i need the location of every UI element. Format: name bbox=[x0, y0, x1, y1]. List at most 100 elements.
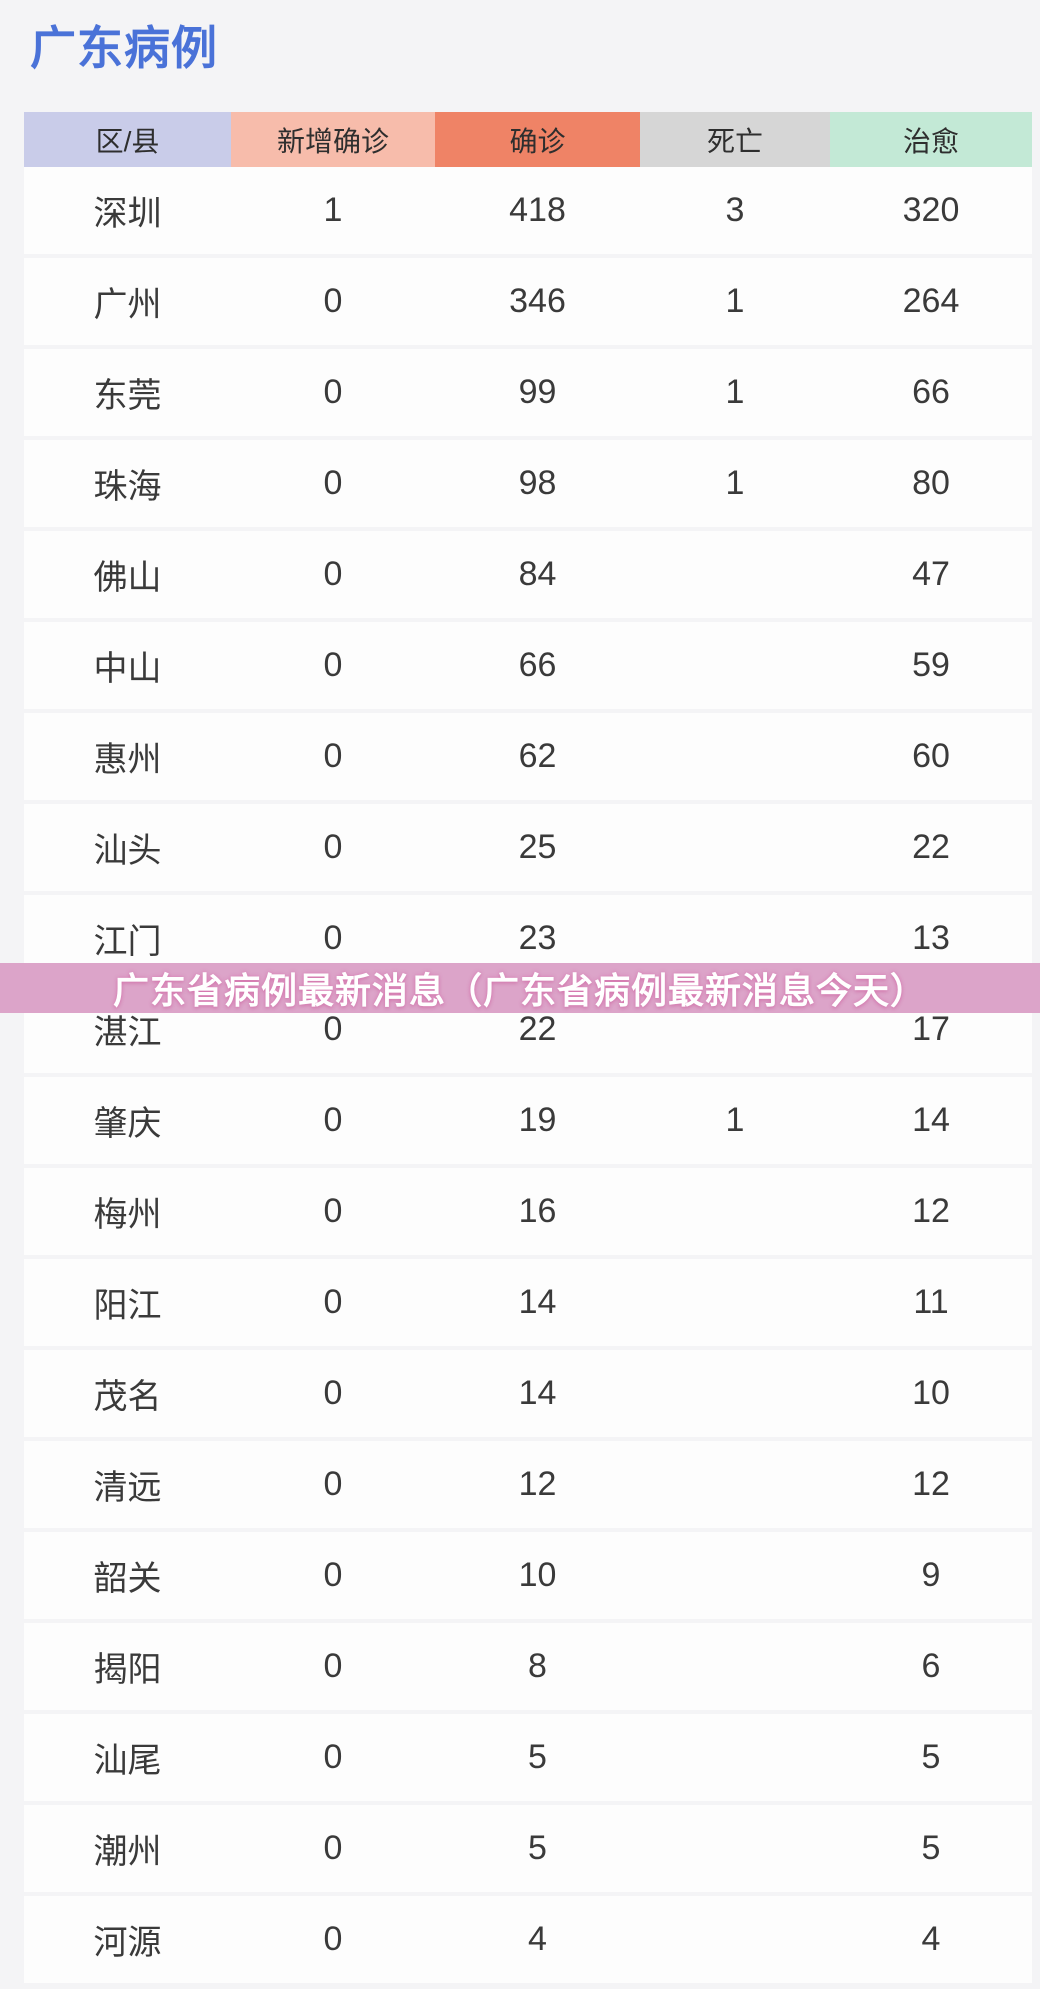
cell-cured: 60 bbox=[912, 737, 950, 775]
overlay-banner-text: 广东省病例最新消息（广东省病例最新消息今天） bbox=[112, 970, 927, 1011]
table-row: 揭阳 0 8 6 bbox=[24, 1623, 1032, 1710]
table-row: 阳江 0 14 11 bbox=[24, 1259, 1032, 1346]
cell-confirmed: 22 bbox=[518, 1010, 557, 1048]
cell-region: 东莞 bbox=[93, 377, 162, 415]
cell-new-confirmed: 0 bbox=[323, 919, 343, 957]
cell-confirmed: 418 bbox=[509, 191, 566, 229]
cell-cured: 320 bbox=[902, 191, 960, 229]
cell-cured: 5 bbox=[921, 1738, 941, 1776]
cell-cured: 14 bbox=[912, 1101, 950, 1139]
table-row: 梅州 0 16 12 bbox=[24, 1168, 1032, 1255]
cell-region: 揭阳 bbox=[93, 1651, 162, 1689]
table-row: 潮州 0 5 5 bbox=[24, 1805, 1032, 1892]
table-row: 茂名 0 14 10 bbox=[24, 1350, 1032, 1437]
cell-confirmed: 19 bbox=[518, 1101, 557, 1139]
cell-confirmed: 4 bbox=[528, 1920, 547, 1958]
cell-confirmed: 346 bbox=[509, 282, 566, 320]
cell-cured: 80 bbox=[912, 464, 950, 502]
cell-confirmed: 14 bbox=[518, 1283, 557, 1321]
cell-new-confirmed: 0 bbox=[323, 1738, 343, 1776]
cell-cured: 59 bbox=[912, 646, 950, 684]
cell-confirmed: 16 bbox=[518, 1192, 557, 1230]
cell-confirmed: 5 bbox=[528, 1829, 547, 1867]
cell-confirmed: 25 bbox=[518, 828, 557, 866]
cell-cured: 6 bbox=[921, 1647, 941, 1685]
table-row: 河源 0 4 4 bbox=[24, 1896, 1032, 1983]
cell-cured: 22 bbox=[912, 828, 950, 866]
cell-deaths bbox=[640, 1532, 830, 1619]
cell-region: 佛山 bbox=[93, 559, 162, 597]
cell-cured: 13 bbox=[912, 919, 950, 957]
cell-deaths bbox=[640, 1714, 830, 1801]
column-header-confirmed: 确诊 bbox=[435, 112, 640, 167]
cell-new-confirmed: 1 bbox=[323, 191, 343, 229]
cell-deaths bbox=[640, 804, 830, 891]
column-header-region: 区/县 bbox=[24, 112, 231, 167]
cell-new-confirmed: 0 bbox=[323, 1465, 343, 1503]
table-row: 汕头 0 25 22 bbox=[24, 804, 1032, 891]
cases-table: 区/县 新增确诊 确诊 死亡 治愈 深圳 1 418 3 320 广州 0 34… bbox=[24, 112, 1032, 1987]
cell-cured: 47 bbox=[912, 555, 950, 593]
cell-region: 珠海 bbox=[93, 468, 162, 506]
cell-region: 肇庆 bbox=[93, 1105, 162, 1143]
cell-confirmed: 84 bbox=[518, 555, 557, 593]
cell-deaths bbox=[640, 1350, 830, 1437]
cell-deaths bbox=[640, 1896, 830, 1983]
cell-confirmed: 66 bbox=[518, 646, 557, 684]
cell-region: 韶关 bbox=[93, 1560, 162, 1598]
cell-cured: 4 bbox=[921, 1920, 941, 1958]
table-row: 肇庆 0 19 1 14 bbox=[24, 1077, 1032, 1164]
cell-deaths bbox=[640, 1441, 830, 1528]
cell-cured: 11 bbox=[913, 1283, 949, 1321]
cell-new-confirmed: 0 bbox=[323, 828, 343, 866]
cell-region: 汕头 bbox=[93, 832, 162, 870]
cell-new-confirmed: 0 bbox=[323, 282, 343, 320]
cell-deaths bbox=[640, 622, 830, 709]
cell-region: 清远 bbox=[93, 1469, 162, 1507]
cell-new-confirmed: 0 bbox=[323, 1283, 343, 1321]
cell-region: 深圳 bbox=[93, 195, 162, 233]
cell-deaths: 3 bbox=[725, 191, 745, 229]
cell-confirmed: 8 bbox=[528, 1647, 547, 1685]
cell-region: 梅州 bbox=[93, 1196, 162, 1234]
cell-cured: 17 bbox=[912, 1010, 950, 1048]
overlay-banner: 广东省病例最新消息（广东省病例最新消息今天） bbox=[0, 963, 1040, 1013]
cell-new-confirmed: 0 bbox=[323, 1192, 343, 1230]
cell-new-confirmed: 0 bbox=[323, 1920, 343, 1958]
cell-deaths bbox=[640, 713, 830, 800]
table-row: 清远 0 12 12 bbox=[24, 1441, 1032, 1528]
cell-new-confirmed: 0 bbox=[323, 1010, 343, 1048]
cell-deaths bbox=[640, 531, 830, 618]
cell-region: 阳江 bbox=[93, 1287, 162, 1325]
cell-cured: 9 bbox=[921, 1556, 941, 1594]
cell-cured: 12 bbox=[912, 1192, 950, 1230]
cell-new-confirmed: 0 bbox=[323, 1556, 343, 1594]
cell-deaths bbox=[640, 1805, 830, 1892]
table-row: 中山 0 66 59 bbox=[24, 622, 1032, 709]
table-body: 深圳 1 418 3 320 广州 0 346 1 264 东莞 0 99 1 … bbox=[24, 167, 1032, 1983]
cell-new-confirmed: 0 bbox=[323, 373, 343, 411]
cell-deaths: 1 bbox=[725, 373, 745, 411]
cell-new-confirmed: 0 bbox=[323, 464, 343, 502]
cell-cured: 5 bbox=[921, 1829, 941, 1867]
cell-deaths: 1 bbox=[725, 1101, 745, 1139]
cell-deaths bbox=[640, 1259, 830, 1346]
table-row: 韶关 0 10 9 bbox=[24, 1532, 1032, 1619]
cell-cured: 264 bbox=[902, 282, 960, 320]
cell-cured: 66 bbox=[912, 373, 950, 411]
table-row: 东莞 0 99 1 66 bbox=[24, 349, 1032, 436]
table-header-row: 区/县 新增确诊 确诊 死亡 治愈 bbox=[24, 112, 1032, 167]
cell-confirmed: 62 bbox=[518, 737, 557, 775]
table-row: 深圳 1 418 3 320 bbox=[24, 167, 1032, 254]
table-row: 佛山 0 84 47 bbox=[24, 531, 1032, 618]
column-header-new-confirmed: 新增确诊 bbox=[231, 112, 435, 167]
cell-new-confirmed: 0 bbox=[323, 646, 343, 684]
cell-new-confirmed: 0 bbox=[323, 1647, 343, 1685]
cell-cured: 10 bbox=[912, 1374, 950, 1412]
cell-new-confirmed: 0 bbox=[323, 737, 343, 775]
cell-region: 河源 bbox=[93, 1924, 162, 1962]
cell-confirmed: 98 bbox=[518, 464, 557, 502]
cell-confirmed: 99 bbox=[518, 373, 557, 411]
cell-region: 湛江 bbox=[93, 1014, 162, 1052]
cell-new-confirmed: 0 bbox=[323, 1829, 343, 1867]
